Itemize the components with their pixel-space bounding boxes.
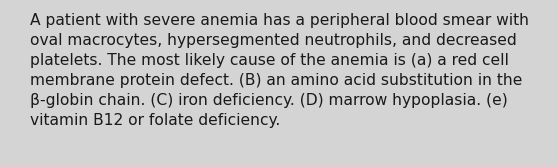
Text: A patient with severe anemia has a peripheral blood smear with
oval macrocytes, : A patient with severe anemia has a perip… bbox=[30, 13, 529, 128]
